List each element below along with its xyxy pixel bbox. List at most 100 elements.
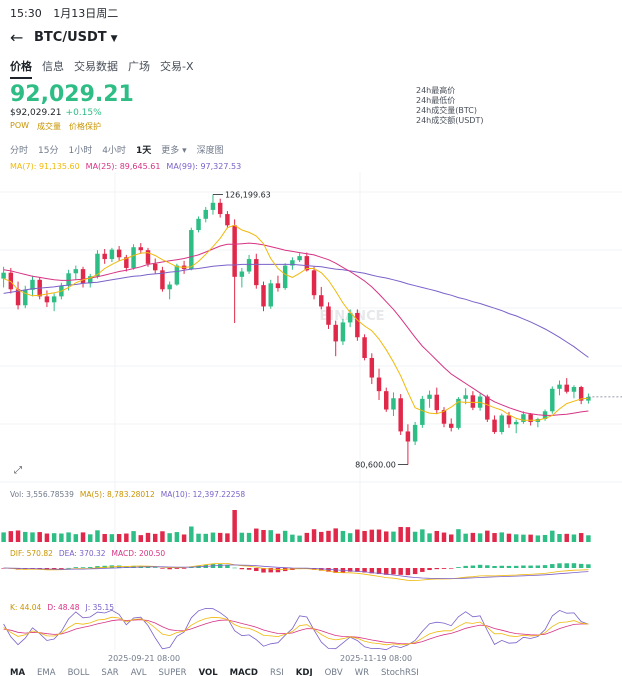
candle-body xyxy=(145,250,151,264)
volume-bar xyxy=(521,534,526,542)
interval-depth[interactable]: 深度图 xyxy=(196,146,224,156)
candle-body xyxy=(412,424,418,442)
volume-bar xyxy=(73,534,79,542)
tag-pow[interactable]: POW xyxy=(10,121,30,130)
candle-body xyxy=(217,202,223,215)
ma7-line xyxy=(3,224,589,421)
ind-wr[interactable]: WR xyxy=(354,668,369,676)
candle-body xyxy=(254,259,259,286)
candle-body xyxy=(513,421,519,425)
ind-kdj[interactable]: KDJ xyxy=(295,668,313,676)
macd-histogram-bar xyxy=(513,565,519,568)
ind-rsi[interactable]: RSI xyxy=(269,668,284,676)
macd-histogram-bar xyxy=(535,565,541,568)
volume-bar xyxy=(131,531,136,542)
macd-histogram-bar xyxy=(268,568,273,573)
interval-more[interactable]: 更多 ▾ xyxy=(161,146,187,156)
interval-1h[interactable]: 1小时 xyxy=(68,146,93,156)
candle-body xyxy=(319,295,324,307)
tag-volume[interactable]: 成交量 xyxy=(37,122,62,131)
volume-bar xyxy=(196,533,201,542)
ma7-legend: MA(7): 91,135.60 xyxy=(10,162,80,171)
ind-avl[interactable]: AVL xyxy=(130,668,147,676)
candle-body xyxy=(499,415,504,433)
candle-body xyxy=(326,306,331,325)
volume-bar xyxy=(138,535,144,542)
interval-4h[interactable]: 4小时 xyxy=(102,146,126,156)
tab-info[interactable]: 信息 xyxy=(42,60,64,73)
macd-dif: DIF: 570.82 xyxy=(10,549,53,558)
ind-ma[interactable]: MA xyxy=(10,668,26,676)
volume-bar xyxy=(282,530,288,542)
pair-selector[interactable]: BTC/USDT ▼ xyxy=(34,30,118,45)
ind-ema[interactable]: EMA xyxy=(37,668,56,676)
candle-body xyxy=(189,230,194,270)
volume-bar xyxy=(15,530,21,542)
macd-histogram-bar xyxy=(261,568,266,573)
annotations: 126,199.63 80,600.00 xyxy=(212,191,622,470)
ind-super[interactable]: SUPER xyxy=(158,668,187,676)
volume-bar xyxy=(384,531,389,542)
macd-histogram-bar xyxy=(59,568,64,569)
vol-ma10: MA(10): 12,397.22258 xyxy=(160,490,246,499)
macd-histogram-bar xyxy=(391,568,396,575)
x-tick-2: 2025-11-19 08:00 xyxy=(340,654,413,663)
volume-bar xyxy=(586,535,591,542)
volume-bar xyxy=(420,529,425,542)
ind-sar[interactable]: SAR xyxy=(101,668,119,676)
volume-bar xyxy=(369,529,375,542)
kdj-k: K: 44.04 xyxy=(10,603,42,612)
tab-square[interactable]: 广场 xyxy=(128,60,150,73)
volume-bar xyxy=(405,527,411,542)
macd-histogram-bar xyxy=(95,566,100,568)
ind-obv[interactable]: OBV xyxy=(324,668,343,676)
volume-bar xyxy=(557,534,562,542)
candle-body xyxy=(1,272,6,279)
candle-body xyxy=(564,384,569,392)
macd-histogram-bar xyxy=(441,568,447,569)
macd-histogram-bar xyxy=(434,568,440,570)
tab-price[interactable]: 价格 xyxy=(10,58,32,79)
candle-body xyxy=(434,394,440,411)
interval-timeline[interactable]: 分时 xyxy=(10,146,29,156)
expand-icon[interactable]: ⤢ xyxy=(10,462,26,476)
macd-dif-line xyxy=(3,563,589,582)
candle-body xyxy=(521,414,526,422)
macd-histogram-bar xyxy=(225,564,230,568)
candle-body xyxy=(246,259,252,272)
macd-histogram-bar xyxy=(499,565,504,568)
candle-body xyxy=(88,276,93,284)
tag-price-protection[interactable]: 价格保护 xyxy=(69,122,102,131)
macd-histogram-bar xyxy=(51,568,57,570)
candle-body xyxy=(463,395,468,399)
ind-boll[interactable]: BOLL xyxy=(67,668,90,676)
macd-histogram-bar xyxy=(485,565,490,568)
tab-trading-data[interactable]: 交易数据 xyxy=(74,60,118,73)
candle-body xyxy=(174,265,180,285)
kdj-d: D: 48.48 xyxy=(47,603,80,612)
back-arrow-icon[interactable]: ← xyxy=(10,28,24,47)
macd-histogram-bar xyxy=(564,563,569,568)
candle-body xyxy=(44,296,50,303)
candle-body xyxy=(557,384,562,389)
ind-stochrsi[interactable]: StochRSI xyxy=(381,668,419,676)
ind-vol[interactable]: VOL xyxy=(198,668,218,676)
vol-ma5: MA(5): 8,783.28012 xyxy=(79,490,155,499)
interval-15m[interactable]: 15分 xyxy=(38,146,59,156)
volume-bar xyxy=(254,528,259,542)
volume-bar xyxy=(88,534,93,542)
candle-body xyxy=(131,247,136,268)
volume-bar xyxy=(232,510,237,542)
ind-macd[interactable]: MACD xyxy=(229,668,258,676)
candle-body xyxy=(290,260,295,266)
candle-body xyxy=(30,279,35,290)
svg-text:⤢: ⤢ xyxy=(14,465,22,476)
volume-bar xyxy=(398,526,403,542)
volume-bar xyxy=(528,534,533,542)
volume-bar xyxy=(95,530,100,542)
candle-body xyxy=(528,414,533,422)
interval-1d[interactable]: 1天 xyxy=(135,146,152,156)
volume-bar xyxy=(37,532,42,542)
tab-trade-x[interactable]: 交易-X xyxy=(160,60,194,73)
